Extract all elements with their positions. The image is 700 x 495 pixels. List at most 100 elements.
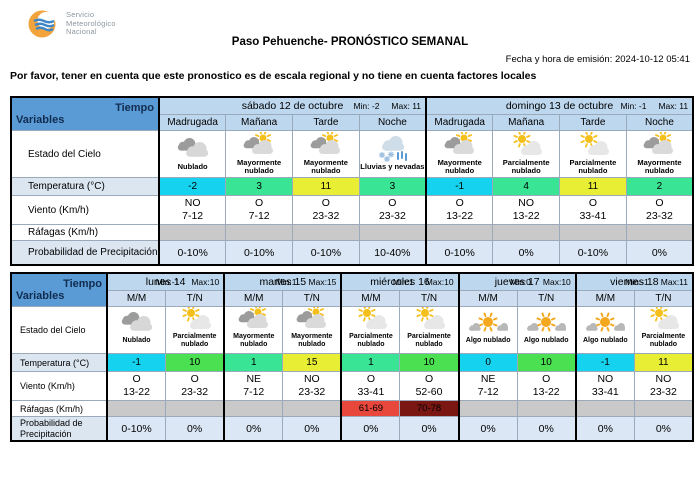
wind-direction: O xyxy=(190,373,199,385)
sky-label: Mayormente nublado xyxy=(233,333,275,348)
wind-direction: NO xyxy=(597,373,614,385)
day-min: Min:-1 xyxy=(155,277,180,287)
logo-line-1: Servicio xyxy=(66,10,95,20)
gust-cell xyxy=(158,224,227,241)
sky-label: Algo nublado xyxy=(582,337,628,344)
logo-line-3: Nacional xyxy=(66,27,97,37)
wind-speed: 33-41 xyxy=(591,386,619,398)
lluvias-icon xyxy=(379,135,408,162)
row-label-temperature: Temperatura (°C) xyxy=(10,177,160,196)
wind-direction: O xyxy=(132,373,141,385)
parcialmente-icon xyxy=(580,131,609,155)
period-header: T/N xyxy=(516,290,577,307)
day-name: martes 15 xyxy=(259,276,307,288)
day-name: sábado 12 de octubre xyxy=(241,100,344,112)
sky-cell: Nublado xyxy=(106,306,167,354)
sky-label: Nublado xyxy=(177,161,208,171)
wind-speed: 13-22 xyxy=(512,210,540,222)
wind-speed: 23-32 xyxy=(378,210,406,222)
day-header: jueves 17 Min:0 Max:10 xyxy=(457,272,577,291)
sky-cell: Mayormente nublado xyxy=(223,306,284,354)
precipitation-cell: 0-10% xyxy=(158,240,227,266)
wind-cell: O 23-32 xyxy=(625,195,694,225)
temperature-cell: -1 xyxy=(106,353,167,372)
period-header: T/N xyxy=(282,290,342,307)
row-label-sky: Estado del Cielo xyxy=(10,306,108,354)
wind-speed: 7-12 xyxy=(182,210,204,222)
day-min: Min: -2 xyxy=(353,101,380,111)
period-header: T/N xyxy=(633,290,694,307)
period-header: M/M xyxy=(106,290,167,307)
wind-cell: NE 7-12 xyxy=(457,371,518,401)
day-name: lunes 14 xyxy=(145,276,186,288)
period-header: Madrugada xyxy=(158,114,227,131)
day-name: jueves 17 xyxy=(494,276,540,288)
temperature-cell: 0 xyxy=(457,353,518,372)
emission-datetime: Fecha y hora de emisión: 2024-10-12 05:4… xyxy=(505,54,690,65)
smn-logo: Servicio Meteorológico Nacional xyxy=(26,7,116,41)
sky-cell: Lluvias y nevadas xyxy=(358,130,427,178)
wind-direction: O xyxy=(366,373,376,385)
row-label-wind: Viento (Km/h) xyxy=(10,195,160,225)
sky-label: Parcialmente nublado xyxy=(349,333,393,348)
precipitation-cell: 10-40% xyxy=(358,240,427,266)
sky-cell: Parcialmente nublado xyxy=(399,306,460,354)
wind-cell: O 23-32 xyxy=(292,195,360,225)
sky-cell: Parcialmente nublado xyxy=(492,130,561,178)
wind-speed: 13-22 xyxy=(123,386,150,398)
sky-label: Algo nublado xyxy=(465,337,511,344)
gust-cell: 70-78 xyxy=(399,400,460,417)
wind-speed: 23-32 xyxy=(646,210,673,222)
wind-direction: O xyxy=(424,373,434,385)
sky-cell: Mayormente nublado xyxy=(292,130,360,178)
temperature-cell: 1 xyxy=(340,353,401,372)
sky-label: Parcialmente nublado xyxy=(569,157,617,175)
temperature-cell: 11 xyxy=(559,177,627,196)
wind-direction: O xyxy=(588,197,597,209)
row-label-gusts: Ráfagas (Km/h) xyxy=(10,224,160,241)
period-header: Tarde xyxy=(292,114,360,131)
gust-cell xyxy=(282,400,342,417)
wind-direction: O xyxy=(388,197,397,209)
precipitation-cell: 0% xyxy=(625,240,694,266)
row-label-precipitation: Probabilidad de Precipitación xyxy=(10,416,108,442)
period-header: M/M xyxy=(457,290,518,307)
day-header: sábado 12 de octubre Min: -2 Max: 11 xyxy=(157,96,427,115)
logo-line-2: Meteorológico xyxy=(66,18,116,28)
gust-cell xyxy=(358,224,427,241)
wind-cell: O 23-32 xyxy=(165,371,225,401)
forecast-table: Tiempo Variables lunes 14 Min:-1 Max:10 m… xyxy=(10,272,694,442)
page-title: Paso Pehuenche- PRONÓSTICO SEMANAL xyxy=(231,36,469,48)
wind-cell: NO 23-32 xyxy=(633,371,694,401)
day-name: domingo 13 de octubre xyxy=(505,100,614,112)
day-header: viernes 18 Min:-1 Max:11 xyxy=(574,272,694,291)
regional-note: Por favor, tener en cuenta que este pron… xyxy=(10,70,537,82)
period-header: Mañana xyxy=(225,114,293,131)
day-max: Max:10 xyxy=(191,277,220,287)
day-min: Min:0 xyxy=(510,277,531,287)
nublado-icon xyxy=(121,312,152,331)
precipitation-cell: 0% xyxy=(492,240,561,266)
temperature-cell: 2 xyxy=(625,177,694,196)
day-min: Min:1 xyxy=(392,277,414,287)
day-min: Min: -1 xyxy=(620,101,647,111)
gust-cell xyxy=(625,224,694,241)
variables-header: Variables xyxy=(16,290,65,302)
precipitation-cell: 0-10% xyxy=(106,416,167,442)
row-label-temperature: Temperatura (°C) xyxy=(10,353,108,372)
day-min: Min:1 xyxy=(275,277,297,287)
temperature-cell: -1 xyxy=(574,353,635,372)
day-max: Max: 11 xyxy=(658,101,689,111)
parcialmente-icon xyxy=(513,131,543,155)
wind-speed: 13-22 xyxy=(532,386,560,398)
sky-cell: Algo nublado xyxy=(574,306,635,354)
day-name: viernes 18 xyxy=(610,276,659,288)
sky-label: Parcialmente nublado xyxy=(407,333,451,348)
smn-logo-icon xyxy=(28,10,56,38)
wind-cell: O 23-32 xyxy=(358,195,427,225)
sky-cell: Parcialmente nublado xyxy=(165,306,225,354)
wind-cell: O 33-41 xyxy=(340,371,401,401)
period-header: Noche xyxy=(625,114,694,131)
parcialmente-icon xyxy=(182,307,211,329)
wind-cell: NO 7-12 xyxy=(158,195,227,225)
